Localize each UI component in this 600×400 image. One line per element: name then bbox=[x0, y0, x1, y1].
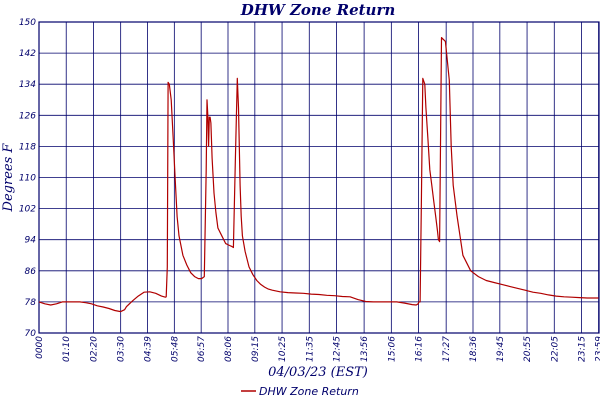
x-tick-label: 16:16 bbox=[415, 336, 425, 362]
y-tick-label: 134 bbox=[19, 80, 36, 90]
x-tick-label: 0000 bbox=[35, 336, 45, 359]
legend-label: DHW Zone Return bbox=[259, 385, 359, 398]
x-tick-label: 20:55 bbox=[523, 336, 533, 362]
legend: DHW Zone Return bbox=[241, 385, 359, 398]
x-tick-label: 19:45 bbox=[496, 336, 506, 362]
x-tick-label: 03:30 bbox=[117, 336, 127, 362]
x-tick-label: 09:15 bbox=[251, 336, 261, 362]
grid-layer bbox=[38, 21, 600, 334]
y-tick-label: 102 bbox=[19, 205, 36, 215]
x-tick-label: 15:06 bbox=[387, 336, 397, 362]
x-tick-label: 18:36 bbox=[469, 336, 479, 362]
y-tick-labels: 70 78 86 94 102 110 118 126 134 142 150 bbox=[19, 18, 36, 339]
y-tick-label: 150 bbox=[19, 18, 36, 28]
y-tick-label: 94 bbox=[25, 236, 37, 246]
x-tick-label: 06:57 bbox=[197, 336, 207, 362]
x-tick-label: 12:45 bbox=[333, 336, 343, 362]
y-tick-label: 142 bbox=[19, 49, 36, 59]
x-tick-label: 11:35 bbox=[305, 336, 315, 362]
y-tick-label: 118 bbox=[19, 142, 36, 152]
x-tick-label: 22:05 bbox=[550, 336, 560, 362]
x-tick-label: 05:48 bbox=[170, 336, 180, 362]
y-tick-label: 126 bbox=[19, 111, 36, 121]
y-tick-label: 70 bbox=[25, 329, 37, 339]
x-tick-label: 17:27 bbox=[442, 336, 452, 362]
chart-title: DHW Zone Return bbox=[240, 1, 396, 19]
plot-frame bbox=[38, 21, 600, 334]
x-tick-label: 01:10 bbox=[62, 336, 72, 362]
x-tick-label: 13:56 bbox=[360, 336, 370, 362]
x-axis-label: 04/03/23 (EST) bbox=[268, 365, 368, 380]
y-tick-label: 78 bbox=[25, 298, 37, 308]
x-tick-label: 10:25 bbox=[278, 336, 288, 362]
x-tick-label: 08:06 bbox=[224, 336, 234, 362]
x-tick-labels: 0000 01:10 02:20 03:30 04:39 05:48 06:57 08:06 0… bbox=[35, 336, 600, 362]
x-tick-label: 23:15 bbox=[578, 336, 588, 362]
x-tick-label: 02:20 bbox=[89, 336, 99, 362]
series-layer bbox=[38, 36, 599, 313]
x-tick-label: 04:39 bbox=[144, 336, 154, 362]
series-line bbox=[38, 36, 599, 313]
y-tick-label: 110 bbox=[19, 174, 36, 184]
y-tick-label: 86 bbox=[25, 267, 37, 277]
x-tick-label: 23:59 bbox=[595, 336, 600, 362]
y-axis-label: Degrees F bbox=[1, 143, 16, 213]
